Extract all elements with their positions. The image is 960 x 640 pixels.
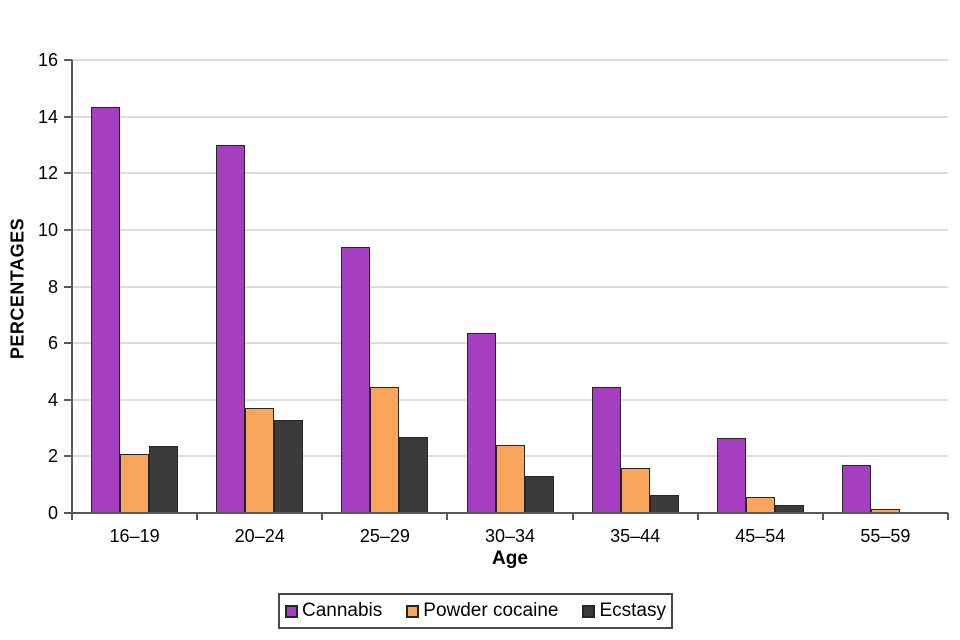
gridline <box>72 285 948 288</box>
y-axis-tick <box>64 285 72 288</box>
gridline <box>72 115 948 118</box>
x-tick-label: 30–34 <box>484 526 536 546</box>
y-tick-label: 2 <box>47 446 58 467</box>
y-axis-tick <box>64 228 72 231</box>
x-tick-label: 16–19 <box>109 526 160 546</box>
x-tick-label: 20–24 <box>234 526 285 546</box>
bar-cannabis <box>466 333 496 513</box>
x-axis-tick <box>821 513 824 520</box>
bar-cannabis <box>716 437 746 513</box>
y-tick-label: 12 <box>37 163 58 184</box>
x-axis-line <box>71 512 948 514</box>
legend-item-cannabis: Cannabis <box>284 600 383 622</box>
bar-powder-cocaine <box>745 497 775 513</box>
bar-cannabis <box>591 387 621 513</box>
bar-cannabis <box>341 246 371 513</box>
bar-powder-cocaine <box>370 387 400 513</box>
y-axis-tick <box>64 455 72 458</box>
x-tick-label: 45–54 <box>735 526 786 546</box>
y-tick-label: 10 <box>37 219 58 240</box>
bar-ecstasy <box>399 436 429 513</box>
y-tick-label: 8 <box>47 276 58 297</box>
x-axis-tick <box>196 513 199 520</box>
gridline <box>72 172 948 175</box>
y-axis-tick <box>64 59 72 61</box>
x-axis-tick <box>696 513 699 520</box>
gridline <box>72 228 948 231</box>
y-axis-tick <box>64 398 72 401</box>
x-tick-label: 55–59 <box>860 526 911 546</box>
y-tick-label: 6 <box>47 333 58 354</box>
bar-cannabis <box>216 144 246 513</box>
bar-cannabis <box>91 106 121 513</box>
bar-powder-cocaine <box>495 445 525 513</box>
y-axis-line <box>71 60 73 513</box>
ecstasy-swatch-icon <box>582 604 596 618</box>
x-axis-tick <box>71 513 73 520</box>
y-tick-label: 0 <box>47 503 58 523</box>
gridline <box>72 398 948 401</box>
legend-label: Cannabis <box>301 600 383 621</box>
bar-powder-cocaine <box>120 453 150 513</box>
x-axis-tick <box>321 513 324 520</box>
x-axis-tick <box>947 513 949 520</box>
y-tick-label: 16 <box>37 50 58 70</box>
legend-label: Powder cocaine <box>423 600 559 621</box>
bar-ecstasy <box>149 446 179 513</box>
legend-label: Ecstasy <box>599 600 666 621</box>
legend: Cannabis Powder cocaine Ecstasy <box>278 593 673 629</box>
bar-ecstasy <box>274 419 304 513</box>
gridline <box>72 342 948 345</box>
gridline <box>72 59 948 61</box>
bar-ecstasy <box>649 494 679 513</box>
bar-cannabis <box>841 464 871 513</box>
bar-ecstasy <box>524 476 554 513</box>
y-axis-tick <box>64 512 72 514</box>
x-axis-title: Age <box>492 548 528 569</box>
y-axis-tick <box>64 342 72 345</box>
y-axis-title: PERCENTAGES <box>7 217 28 360</box>
x-axis-tick <box>446 513 449 520</box>
bar-powder-cocaine <box>620 467 650 513</box>
y-tick-label: 14 <box>37 106 58 127</box>
y-tick-label: 4 <box>47 389 58 410</box>
cannabis-swatch-icon <box>284 604 298 618</box>
y-axis-tick <box>64 115 72 118</box>
x-tick-label: 25–29 <box>359 526 410 546</box>
legend-item-ecstasy: Ecstasy <box>582 600 666 622</box>
legend-item-powder-cocaine: Powder cocaine <box>406 600 558 622</box>
y-axis-tick <box>64 172 72 175</box>
x-tick-label: 35–44 <box>610 526 661 546</box>
x-axis-tick <box>571 513 574 520</box>
powder-cocaine-swatch-icon <box>406 604 420 618</box>
bar-powder-cocaine <box>245 408 275 513</box>
